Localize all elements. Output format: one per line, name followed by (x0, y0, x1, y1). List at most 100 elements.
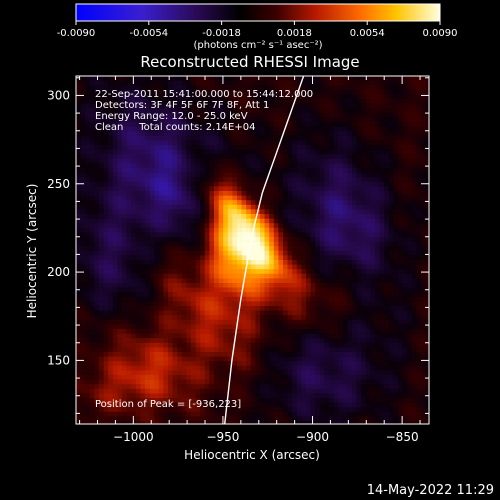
heatmap-cell (324, 145, 330, 150)
heatmap-cell (204, 361, 210, 367)
heatmap-cell (425, 168, 429, 173)
heatmap-cell (163, 287, 169, 293)
heatmap-cell (250, 85, 256, 91)
heatmap-cell (425, 292, 429, 298)
heatmap-cell (264, 278, 270, 284)
heatmap-cell (324, 218, 330, 224)
heatmap-cell (264, 80, 270, 86)
heatmap-cell (246, 333, 252, 339)
heatmap-cell (260, 227, 265, 233)
heatmap-cell (131, 218, 137, 224)
heatmap-cell (301, 319, 307, 325)
heatmap-cell (108, 99, 114, 104)
heatmap-cell (246, 278, 252, 284)
heatmap-cell (365, 287, 371, 293)
heatmap-cell (131, 149, 137, 155)
heatmap-cell (398, 145, 403, 150)
heatmap-cell (154, 218, 160, 224)
heatmap-cell (112, 145, 118, 150)
heatmap-cell (168, 338, 173, 344)
heatmap-cell (356, 186, 362, 192)
heatmap-cell (131, 329, 137, 334)
heatmap-cell (416, 177, 422, 183)
heatmap-cell (112, 301, 118, 307)
heatmap-cell (237, 122, 242, 127)
heatmap-cell (324, 278, 330, 284)
heatmap-cell (99, 195, 104, 201)
heatmap-cell (402, 80, 408, 86)
heatmap-cell (158, 352, 164, 357)
heatmap-cell (329, 237, 334, 242)
heatmap-cell (135, 292, 141, 298)
heatmap-cell (140, 168, 146, 173)
heatmap-cell (264, 287, 270, 293)
heatmap-cell (352, 103, 357, 109)
heatmap-cell (186, 333, 192, 339)
heatmap-cell (177, 315, 183, 321)
heatmap-cell (310, 273, 316, 279)
heatmap-cell (89, 356, 95, 362)
heatmap-cell (347, 168, 353, 173)
heatmap-cell (227, 237, 233, 242)
heatmap-cell (214, 292, 219, 298)
heatmap-cell (89, 223, 95, 229)
heatmap-cell (365, 365, 371, 371)
heatmap-cell (168, 209, 173, 215)
heatmap-cell (200, 108, 206, 114)
heatmap-cell (260, 329, 265, 334)
heatmap-cell (388, 85, 394, 91)
heatmap-cell (264, 145, 270, 150)
heatmap-cell (209, 333, 215, 339)
heatmap-cell (287, 306, 293, 311)
heatmap-cell (177, 149, 183, 155)
heatmap-cell (200, 154, 206, 160)
heatmap-cell (112, 264, 118, 270)
heatmap-cell (186, 315, 192, 321)
heatmap-cell (319, 333, 325, 339)
heatmap-cell (177, 117, 183, 123)
heatmap-cell (329, 292, 334, 298)
heatmap-cell (347, 273, 353, 279)
heatmap-cell (246, 342, 252, 348)
heatmap-cell (365, 186, 371, 192)
heatmap-cell (204, 255, 210, 261)
heatmap-cell (292, 260, 298, 265)
heatmap-cell (264, 269, 270, 275)
heatmap-cell (214, 296, 219, 302)
heatmap-cell (398, 149, 403, 155)
heatmap-cell (269, 246, 275, 252)
heatmap-cell (163, 296, 169, 302)
heatmap-cell (214, 250, 219, 256)
heatmap-cell (393, 283, 399, 288)
heatmap-cell (411, 296, 417, 302)
heatmap-cell (356, 287, 362, 293)
heatmap-cell (214, 181, 219, 187)
heatmap-cell (315, 301, 321, 307)
heatmap-cell (209, 191, 215, 196)
heatmap-cell (191, 195, 196, 201)
heatmap-cell (186, 135, 192, 141)
heatmap-cell (177, 365, 183, 371)
heatmap-cell (149, 287, 155, 293)
heatmap-cell (149, 122, 155, 127)
heatmap-cell (89, 140, 95, 146)
heatmap-cell (292, 301, 298, 307)
heatmap-cell (209, 163, 215, 169)
heatmap-cell (356, 135, 362, 141)
heatmap-cell (186, 112, 192, 118)
heatmap-cell (237, 145, 242, 150)
heatmap-cell (154, 319, 160, 325)
heatmap-cell (273, 342, 279, 348)
heatmap-cell (181, 181, 187, 187)
heatmap-cell (232, 329, 238, 334)
heatmap-cell (85, 223, 91, 229)
heatmap-cell (319, 140, 325, 146)
heatmap-cell (361, 301, 367, 307)
heatmap-cell (319, 287, 325, 293)
heatmap-cell (329, 227, 334, 233)
heatmap-cell (204, 94, 210, 100)
heatmap-cell (117, 296, 123, 302)
heatmap-cell (126, 301, 132, 307)
heatmap-cell (218, 85, 224, 91)
heatmap-cell (333, 89, 339, 95)
